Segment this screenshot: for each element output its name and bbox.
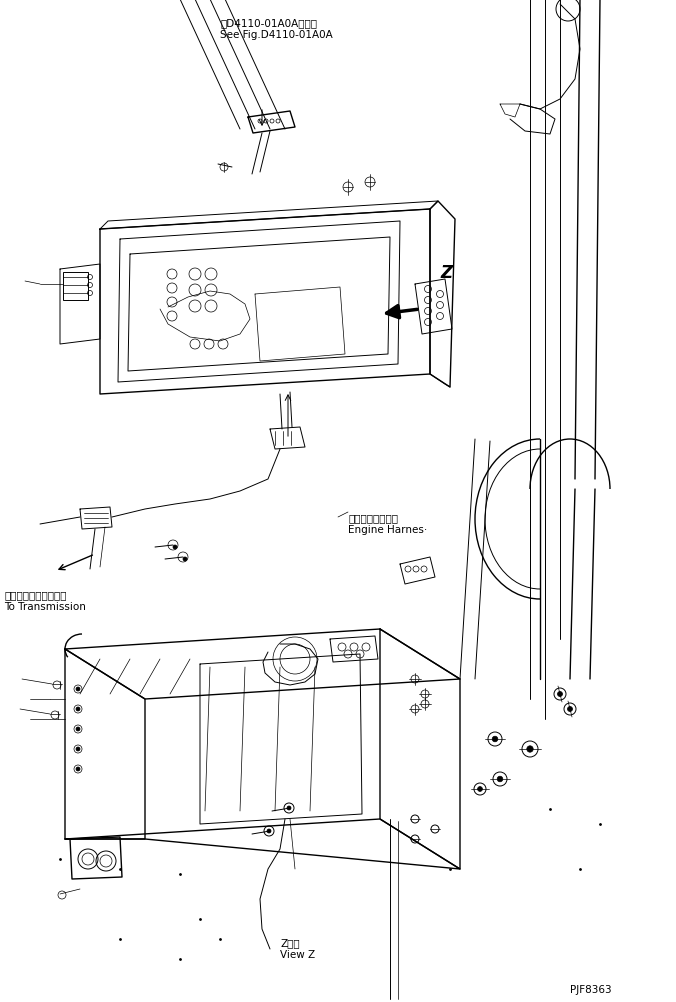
Circle shape [183,557,187,561]
Circle shape [76,727,80,731]
Circle shape [478,787,483,792]
Circle shape [76,707,80,711]
Circle shape [492,736,498,742]
Text: Engine Harnes·: Engine Harnes· [348,524,427,534]
Text: トランスミッションへ: トランスミッションへ [4,589,66,599]
Text: See Fig.D4110-01A0A: See Fig.D4110-01A0A [220,30,333,40]
Text: PJF8363: PJF8363 [570,984,612,994]
Text: View Z: View Z [280,949,315,959]
Text: 第D4110-01A0A図参照: 第D4110-01A0A図参照 [220,18,317,28]
Circle shape [173,545,177,549]
Circle shape [287,807,291,811]
Text: Z: Z [440,264,452,282]
Circle shape [267,830,271,834]
Circle shape [558,691,562,696]
Circle shape [76,687,80,691]
Text: To Transmission: To Transmission [4,601,86,611]
Text: エンジンハーネス: エンジンハーネス [348,512,398,522]
Circle shape [527,746,533,753]
Circle shape [76,747,80,752]
Text: Z　視: Z 視 [280,937,299,947]
Circle shape [76,768,80,772]
Circle shape [498,777,503,782]
Circle shape [567,706,573,711]
